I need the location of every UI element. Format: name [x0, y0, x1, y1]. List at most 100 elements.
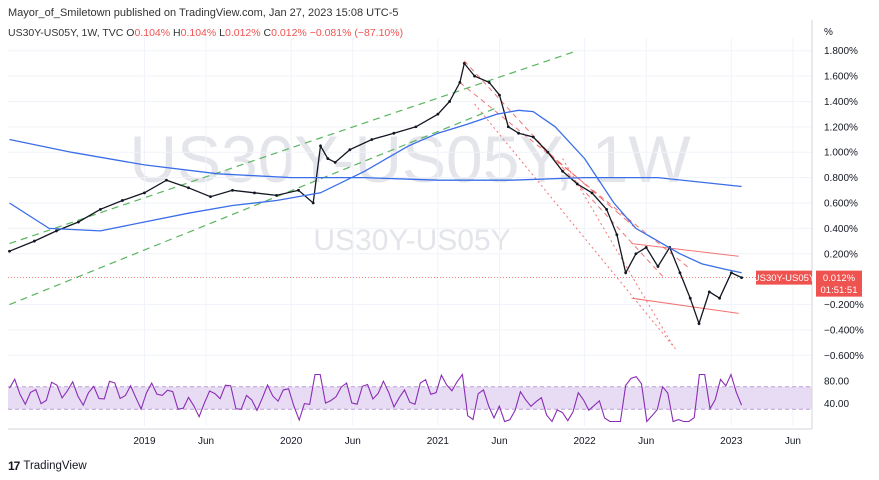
rsi-tick-label: 40.00 — [824, 399, 849, 410]
price-point — [644, 246, 648, 249]
price-point — [436, 112, 440, 116]
close-label: C — [263, 27, 272, 39]
footer-brand: TradingView — [23, 460, 87, 472]
x-tick-label: Jun — [638, 436, 654, 447]
y-tick-label: −0.600% — [824, 351, 864, 362]
price-point — [414, 125, 418, 129]
price-point — [487, 81, 491, 84]
down-channel-line — [562, 158, 674, 346]
price-point — [707, 290, 711, 294]
publish-line: Mayor_of_Smiletown published on TradingV… — [8, 7, 399, 19]
y-tick-label: 0.800% — [824, 173, 858, 184]
rsi-tick-label: 80.00 — [824, 377, 849, 388]
price-tag-symbol: US30Y-US05Y — [753, 273, 816, 284]
price-point — [448, 100, 452, 103]
price-tag-value: 0.012% — [823, 273, 856, 284]
price-point — [165, 178, 168, 182]
down-channel-line — [540, 145, 637, 229]
y-tick-label: −0.400% — [824, 325, 864, 336]
price-point — [506, 125, 510, 129]
down-channel-line — [463, 60, 666, 280]
series-layer — [8, 61, 743, 326]
price-point — [392, 131, 396, 135]
x-tick-label: 2020 — [280, 436, 303, 447]
price-point — [370, 138, 374, 141]
price-point — [8, 249, 11, 253]
price-point — [729, 271, 733, 275]
y-tick-label: −0.200% — [824, 300, 864, 311]
low-label: L — [219, 27, 225, 39]
channel-line — [9, 50, 578, 245]
price-point — [546, 150, 550, 154]
rsi-line — [9, 372, 743, 423]
x-tick-label: 2022 — [573, 436, 596, 447]
price-point — [55, 229, 58, 233]
down-channel-line — [631, 243, 739, 257]
tradingview-logo[interactable]: 17 TradingView — [8, 459, 87, 473]
price-point — [209, 195, 212, 199]
x-tick-label: Jun — [785, 436, 801, 447]
close-value: 0.012% — [271, 27, 307, 39]
price-point — [517, 131, 520, 135]
price-point — [575, 182, 579, 186]
symbol-legend[interactable]: US30Y-US05Y, 1W, TVC O0.104% H0.104% L0.… — [8, 27, 403, 39]
price-point — [678, 271, 682, 275]
price-point — [740, 276, 743, 280]
y-tick-label: 1.200% — [824, 122, 858, 133]
price-point — [615, 233, 619, 237]
price-point — [348, 148, 352, 152]
price-point — [275, 193, 278, 197]
price-point — [77, 220, 80, 224]
watermark-small: US30Y-US05Y — [313, 224, 510, 257]
price-point — [531, 135, 535, 139]
y-tick-label: 1.800% — [824, 46, 858, 57]
high-value: 0.104% — [180, 27, 217, 39]
symbol-name[interactable]: US30Y-US05Y, 1W, TVC — [8, 27, 124, 39]
x-axis[interactable]: 2019 Jun 2020 Jun 2021 Jun 2022 Jun 2023 Jun — [8, 428, 812, 447]
price-point — [121, 199, 124, 202]
price-point — [326, 157, 330, 160]
price-series — [9, 61, 742, 326]
price-tag-value-box — [816, 270, 862, 297]
price-point — [333, 160, 337, 164]
y-tick-label: 1.000% — [824, 148, 858, 159]
y-tick-label: 1.400% — [824, 97, 858, 108]
y-tick-label: 0.600% — [824, 199, 858, 210]
price-point — [561, 169, 564, 173]
ma-slow-series — [9, 138, 742, 188]
price-tag-countdown: 01:51:51 — [821, 285, 858, 296]
price-point — [253, 191, 256, 195]
y-tick-label: 0.200% — [824, 249, 858, 260]
price-point — [590, 191, 594, 195]
down-channel-line — [631, 297, 739, 314]
x-tick-label: Jun — [345, 436, 361, 447]
rsi-pane — [8, 372, 812, 423]
price-point — [498, 93, 501, 97]
price-point — [99, 207, 102, 211]
price-point — [656, 265, 660, 268]
price-point — [297, 188, 300, 192]
price-point — [231, 188, 234, 192]
low-value: 0.012% — [225, 27, 261, 39]
y-axis[interactable]: 1.800% 1.600% 1.400% 1.200% 1.000% 0.800% 0.60… — [811, 20, 864, 429]
open-label: O — [126, 27, 135, 39]
x-tick-label: 2019 — [133, 436, 156, 447]
price-point — [697, 322, 701, 325]
price-point — [624, 271, 628, 275]
price-point — [462, 61, 466, 65]
x-tick-label: 2021 — [427, 436, 450, 447]
open-value: 0.104% — [134, 27, 171, 39]
x-tick-label: 2023 — [720, 436, 743, 447]
price-point — [143, 191, 146, 195]
watermark-big: US30Y-US05Y, 1W — [129, 122, 691, 196]
ma-fast-series — [9, 109, 742, 274]
price-point — [605, 207, 608, 211]
price-point — [319, 144, 322, 148]
price-tag-symbol-box — [756, 270, 812, 285]
price-point — [187, 186, 190, 190]
price-point — [473, 74, 476, 78]
price-point — [33, 239, 36, 243]
channel-line — [9, 107, 497, 306]
high-label: H — [173, 27, 181, 39]
